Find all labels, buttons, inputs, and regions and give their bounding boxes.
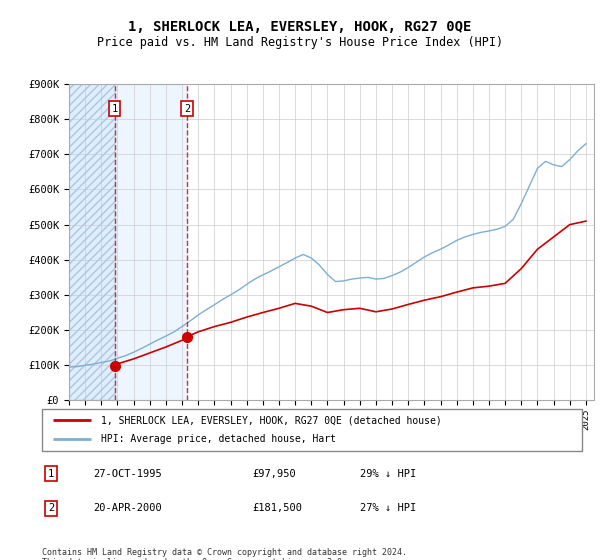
Text: 1, SHERLOCK LEA, EVERSLEY, HOOK, RG27 0QE (detached house): 1, SHERLOCK LEA, EVERSLEY, HOOK, RG27 0Q…: [101, 415, 442, 425]
Text: 27-OCT-1995: 27-OCT-1995: [93, 469, 162, 479]
Text: £181,500: £181,500: [252, 503, 302, 514]
Text: 1, SHERLOCK LEA, EVERSLEY, HOOK, RG27 0QE: 1, SHERLOCK LEA, EVERSLEY, HOOK, RG27 0Q…: [128, 20, 472, 34]
Text: Price paid vs. HM Land Registry's House Price Index (HPI): Price paid vs. HM Land Registry's House …: [97, 36, 503, 49]
Text: 29% ↓ HPI: 29% ↓ HPI: [360, 469, 416, 479]
Text: 27% ↓ HPI: 27% ↓ HPI: [360, 503, 416, 514]
Text: Contains HM Land Registry data © Crown copyright and database right 2024.
This d: Contains HM Land Registry data © Crown c…: [42, 548, 407, 560]
Bar: [69, 84, 115, 400]
Text: 2: 2: [48, 503, 54, 514]
Text: 2: 2: [184, 104, 190, 114]
Bar: [69, 84, 115, 400]
Text: 1: 1: [112, 104, 118, 114]
Text: 20-APR-2000: 20-APR-2000: [93, 503, 162, 514]
Text: 1: 1: [48, 469, 54, 479]
Bar: [115, 84, 187, 400]
Text: HPI: Average price, detached house, Hart: HPI: Average price, detached house, Hart: [101, 435, 337, 445]
Text: £97,950: £97,950: [252, 469, 296, 479]
FancyBboxPatch shape: [42, 409, 582, 451]
